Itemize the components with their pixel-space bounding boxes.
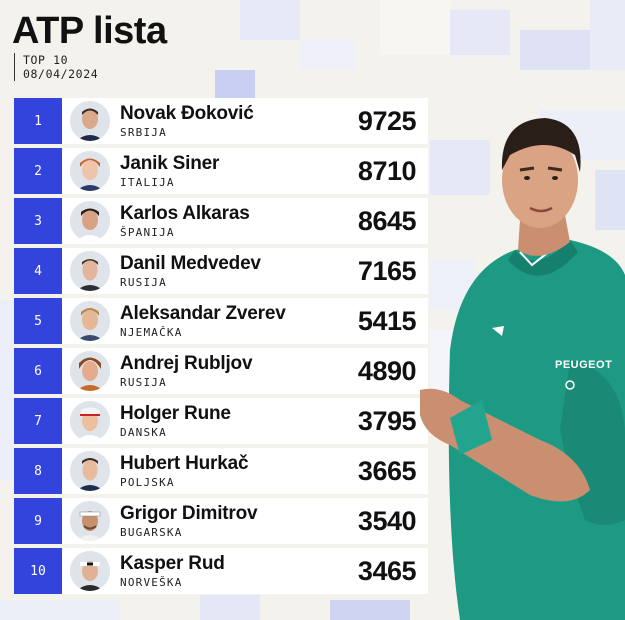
ranking-row: 6 Andrej Rubljov RUSIJA 4890 bbox=[14, 348, 428, 394]
player-country: NJEMAČKA bbox=[120, 326, 183, 339]
rankings-table: 1 Novak Đoković SRBIJA 9725 2 Janik Sine… bbox=[14, 98, 428, 598]
player-country: DANSKA bbox=[120, 426, 167, 439]
player-name: Janik Siner bbox=[120, 153, 220, 174]
ranking-row: 1 Novak Đoković SRBIJA 9725 bbox=[14, 98, 428, 144]
subtitle-top10: TOP 10 bbox=[23, 53, 69, 67]
player-name: Novak Đoković bbox=[120, 103, 254, 124]
subtitle: TOP 10 08/04/2024 bbox=[14, 53, 98, 81]
player-points: 8710 bbox=[357, 155, 417, 186]
player-country: RUSIJA bbox=[120, 376, 167, 389]
player-country: ŠPANIJA bbox=[120, 226, 175, 239]
rank-number: 9 bbox=[14, 498, 62, 544]
rank-number: 3 bbox=[14, 198, 62, 244]
player-points: 3465 bbox=[357, 555, 417, 586]
rank-number: 8 bbox=[14, 448, 62, 494]
player-points: 4890 bbox=[357, 355, 417, 386]
player-name: Kasper Rud bbox=[120, 553, 225, 574]
rank-number: 1 bbox=[14, 98, 62, 144]
featured-player-photo: PEUGEOT bbox=[420, 118, 625, 620]
player-name: Hubert Hurkač bbox=[120, 453, 249, 474]
player-avatar bbox=[70, 151, 110, 191]
player-avatar bbox=[70, 351, 110, 391]
ranking-row: 9 Grigor Dimitrov BUGARSKA 3540 bbox=[14, 498, 428, 544]
ranking-row: 3 Karlos Alkaras ŠPANIJA 8645 bbox=[14, 198, 428, 244]
rank-number: 2 bbox=[14, 148, 62, 194]
player-name: Danil Medvedev bbox=[120, 253, 261, 274]
player-country: SRBIJA bbox=[120, 126, 167, 139]
player-avatar bbox=[70, 451, 110, 491]
player-country: ITALIJA bbox=[120, 176, 175, 189]
page-title: ATP lista bbox=[12, 10, 167, 52]
subtitle-date: 08/04/2024 bbox=[23, 67, 99, 81]
player-avatar bbox=[70, 251, 110, 291]
ranking-row: 4 Danil Medvedev RUSIJA 7165 bbox=[14, 248, 428, 294]
ranking-row: 10 Kasper Rud NORVEŠKA 3465 bbox=[14, 548, 428, 594]
ranking-row: 7 Holger Rune DANSKA 3795 bbox=[14, 398, 428, 444]
player-name: Karlos Alkaras bbox=[120, 203, 250, 224]
player-points: 3540 bbox=[357, 505, 417, 536]
player-country: POLJSKA bbox=[120, 476, 175, 489]
player-country: RUSIJA bbox=[120, 276, 167, 289]
shirt-brand-text: PEUGEOT bbox=[555, 359, 612, 371]
player-avatar bbox=[70, 201, 110, 241]
player-points: 8645 bbox=[357, 205, 417, 236]
player-country: BUGARSKA bbox=[120, 526, 183, 539]
player-name: Andrej Rubljov bbox=[120, 353, 253, 374]
rank-number: 6 bbox=[14, 348, 62, 394]
rank-number: 10 bbox=[14, 548, 62, 594]
player-points: 5415 bbox=[357, 305, 417, 336]
rank-number: 4 bbox=[14, 248, 62, 294]
rank-number: 5 bbox=[14, 298, 62, 344]
player-country: NORVEŠKA bbox=[120, 576, 183, 589]
ranking-row: 8 Hubert Hurkač POLJSKA 3665 bbox=[14, 448, 428, 494]
ranking-row: 5 Aleksandar Zverev NJEMAČKA 5415 bbox=[14, 298, 428, 344]
player-avatar bbox=[70, 401, 110, 441]
player-name: Aleksandar Zverev bbox=[120, 303, 286, 324]
ranking-row: 2 Janik Siner ITALIJA 8710 bbox=[14, 148, 428, 194]
player-avatar bbox=[70, 101, 110, 141]
player-points: 9725 bbox=[357, 105, 417, 136]
player-name: Holger Rune bbox=[120, 403, 231, 424]
player-points: 7165 bbox=[357, 255, 417, 286]
player-name: Grigor Dimitrov bbox=[120, 503, 258, 524]
player-points: 3665 bbox=[357, 455, 417, 486]
player-avatar bbox=[70, 501, 110, 541]
rank-number: 7 bbox=[14, 398, 62, 444]
player-points: 3795 bbox=[357, 405, 417, 436]
player-avatar bbox=[70, 551, 110, 591]
player-avatar bbox=[70, 301, 110, 341]
